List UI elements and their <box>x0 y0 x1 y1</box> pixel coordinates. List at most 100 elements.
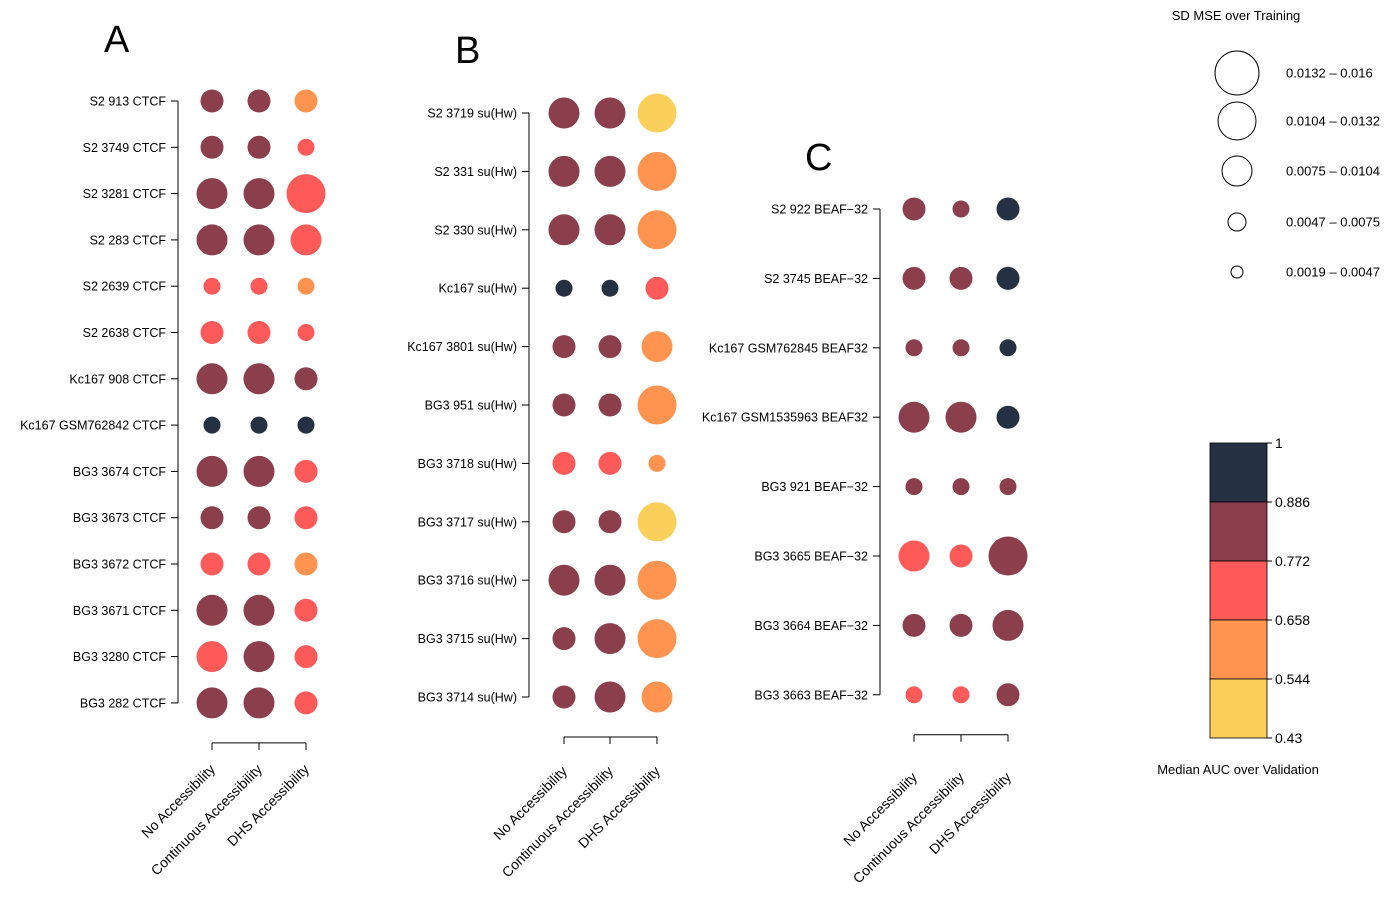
size-legend-circle <box>1230 265 1244 279</box>
bubble-marker <box>594 564 626 596</box>
bubble-marker <box>598 393 622 417</box>
bubble-marker <box>548 97 580 129</box>
row-label: BG3 3674 CTCF <box>73 465 166 479</box>
row-label: Kc167 GSM1535963 BEAF32 <box>702 411 868 425</box>
row-label: Kc167 GSM762845 BEAF32 <box>709 341 868 355</box>
bubble-marker <box>247 135 271 159</box>
bubble-marker <box>250 416 268 434</box>
bubble-marker <box>555 279 573 297</box>
bubble-marker <box>648 454 666 472</box>
bubble-marker <box>952 339 970 357</box>
bubble-marker <box>601 279 619 297</box>
bubble-marker <box>552 451 576 475</box>
bubble-marker <box>247 89 271 113</box>
bubble-marker <box>594 623 626 655</box>
row-label: BG3 3665 BEAF−32 <box>754 550 868 564</box>
bubble-marker <box>996 197 1020 221</box>
bubble-marker <box>637 619 677 659</box>
size-legend-label: 0.0104 – 0.0132 <box>1286 114 1380 129</box>
color-legend-title: Median AUC over Validation <box>1157 762 1319 777</box>
bubble-marker <box>548 564 580 596</box>
row-label: S2 3745 BEAF−32 <box>764 272 868 286</box>
bubble-marker <box>286 174 326 214</box>
bubble-marker <box>637 385 677 425</box>
row-label: BG3 3714 su(Hw) <box>418 691 517 705</box>
bubble-marker <box>952 200 970 218</box>
bubble-marker <box>200 506 224 530</box>
bubble-marker <box>637 502 677 542</box>
bubble-marker <box>243 178 275 210</box>
color-bar-tick-label: 0.886 <box>1275 494 1310 510</box>
row-label: Kc167 908 CTCF <box>69 372 166 386</box>
bubble-marker <box>294 691 318 715</box>
color-bar-band <box>1209 501 1268 562</box>
size-legend-circle <box>1227 212 1247 232</box>
bubble-marker <box>294 506 318 530</box>
row-label: BG3 3718 su(Hw) <box>418 457 517 471</box>
row-label: S2 922 BEAF−32 <box>771 203 868 217</box>
bubble-marker <box>548 214 580 246</box>
bubble-marker <box>902 197 926 221</box>
bubble-marker <box>203 277 221 295</box>
bubble-marker <box>290 224 322 256</box>
bubble-marker <box>200 135 224 159</box>
row-label: BG3 3716 su(Hw) <box>418 574 517 588</box>
bubble-marker <box>196 363 228 395</box>
bubble-marker <box>945 401 977 433</box>
size-legend: SD MSE over Training 0.0132 – 0.016 0.010… <box>1172 8 1380 280</box>
row-label: S2 3281 CTCF <box>83 187 167 201</box>
row-label: S2 3749 CTCF <box>83 141 167 155</box>
column-label: DHS Accessibility <box>224 761 312 849</box>
size-legend-label: 0.0019 – 0.0047 <box>1286 265 1380 280</box>
row-label: BG3 3280 CTCF <box>73 650 166 664</box>
bubble-marker <box>996 405 1020 429</box>
row-label: BG3 3663 BEAF−32 <box>754 688 868 702</box>
bubble-marker <box>552 335 576 359</box>
bubble-marker <box>294 89 318 113</box>
color-bar-band <box>1209 619 1268 680</box>
bubble-marker <box>243 687 275 719</box>
bubble-marker <box>200 89 224 113</box>
bubble-marker <box>297 324 315 341</box>
bubble-marker <box>552 685 576 709</box>
row-label: BG3 3672 CTCF <box>73 558 166 572</box>
row-label: BG3 3664 BEAF−32 <box>754 619 868 633</box>
bubble-marker <box>294 598 318 622</box>
bubble-marker <box>999 478 1017 496</box>
bubble-marker <box>594 155 626 187</box>
size-legend-title: SD MSE over Training <box>1172 8 1301 23</box>
row-label: BG3 3671 CTCF <box>73 604 166 618</box>
bubble-marker <box>645 276 669 300</box>
bubble-marker <box>243 363 275 395</box>
bubble-marker <box>641 681 673 713</box>
bubble-marker <box>637 151 677 191</box>
bubble-marker <box>905 686 923 704</box>
bubble-marker <box>196 594 228 626</box>
row-label: S2 3719 su(Hw) <box>427 107 517 121</box>
bubble-marker <box>294 459 318 483</box>
row-label: S2 331 su(Hw) <box>434 165 517 179</box>
row-label: BG3 3717 su(Hw) <box>418 515 517 529</box>
size-legend-circle <box>1214 50 1260 96</box>
bubble-marker <box>196 687 228 719</box>
bubble-marker <box>637 210 677 250</box>
panel-c-plot: S2 922 BEAF−32 S2 3745 BEAF−32 Kc167 GSM76… <box>702 197 1028 886</box>
bubble-marker <box>200 321 224 344</box>
bubble-marker <box>196 224 228 256</box>
row-label: BG3 921 BEAF−32 <box>761 480 868 494</box>
color-bar-band <box>1209 442 1268 503</box>
color-bar-tick-label: 0.658 <box>1275 612 1310 628</box>
bubble-marker <box>999 339 1017 357</box>
panel-b-letter: B <box>455 30 480 72</box>
bubble-marker <box>992 609 1024 641</box>
row-label: S2 330 su(Hw) <box>434 223 517 237</box>
color-bar-tick-label: 0.43 <box>1275 730 1302 746</box>
bubble-marker <box>898 401 930 433</box>
color-bar-band <box>1209 560 1268 621</box>
color-bar-tick-label: 0.772 <box>1275 553 1310 569</box>
bubble-marker <box>203 416 221 434</box>
row-label: S2 283 CTCF <box>90 233 167 247</box>
bubble-marker <box>548 155 580 187</box>
